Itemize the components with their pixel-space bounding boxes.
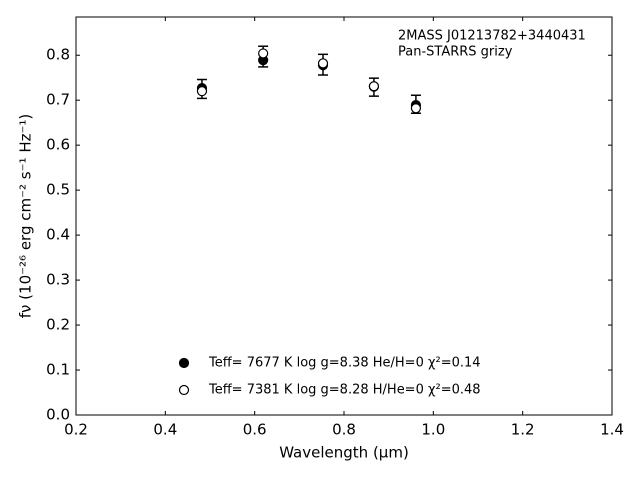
x-tick-label: 0.4 xyxy=(153,421,177,439)
y-tick-label: 0.1 xyxy=(46,361,70,379)
y-tick-label: 0.4 xyxy=(46,226,70,244)
y-tick-label: 0.7 xyxy=(46,91,70,109)
point xyxy=(368,81,380,92)
legend-marker xyxy=(178,357,190,369)
point xyxy=(317,58,329,69)
annotation: Pan-STARRS grizy xyxy=(398,45,513,60)
y-tick-label: 0.0 xyxy=(46,406,70,424)
legend-label: Teff= 7381 K log g=8.28 H/He=0 χ²=0.48 xyxy=(208,383,481,398)
annotation: 2MASS J01213782+3440431 xyxy=(398,29,586,44)
y-tick-label: 0.3 xyxy=(46,271,70,289)
x-axis-label: Wavelength (μm) xyxy=(279,444,409,462)
y-axis-label: fν (10⁻²⁶ erg cm⁻² s⁻¹ Hz⁻¹) xyxy=(17,114,35,319)
y-tick-label: 0.5 xyxy=(46,181,70,199)
x-tick-label: 0.8 xyxy=(332,421,356,439)
point xyxy=(410,103,422,114)
y-tick-label: 0.8 xyxy=(46,46,70,64)
x-tick-label: 0.6 xyxy=(243,421,267,439)
x-tick-label: 1.0 xyxy=(421,421,445,439)
x-tick-label: 1.4 xyxy=(600,421,624,439)
point xyxy=(196,86,208,97)
x-tick-label: 1.2 xyxy=(511,421,535,439)
y-tick-label: 0.2 xyxy=(46,316,70,334)
x-tick-label: 0.2 xyxy=(64,421,88,439)
y-tick-label: 0.6 xyxy=(46,136,70,154)
legend-marker xyxy=(178,384,190,396)
legend-label: Teff= 7677 K log g=8.38 He/H=0 χ²=0.14 xyxy=(208,356,481,371)
point xyxy=(258,48,269,59)
